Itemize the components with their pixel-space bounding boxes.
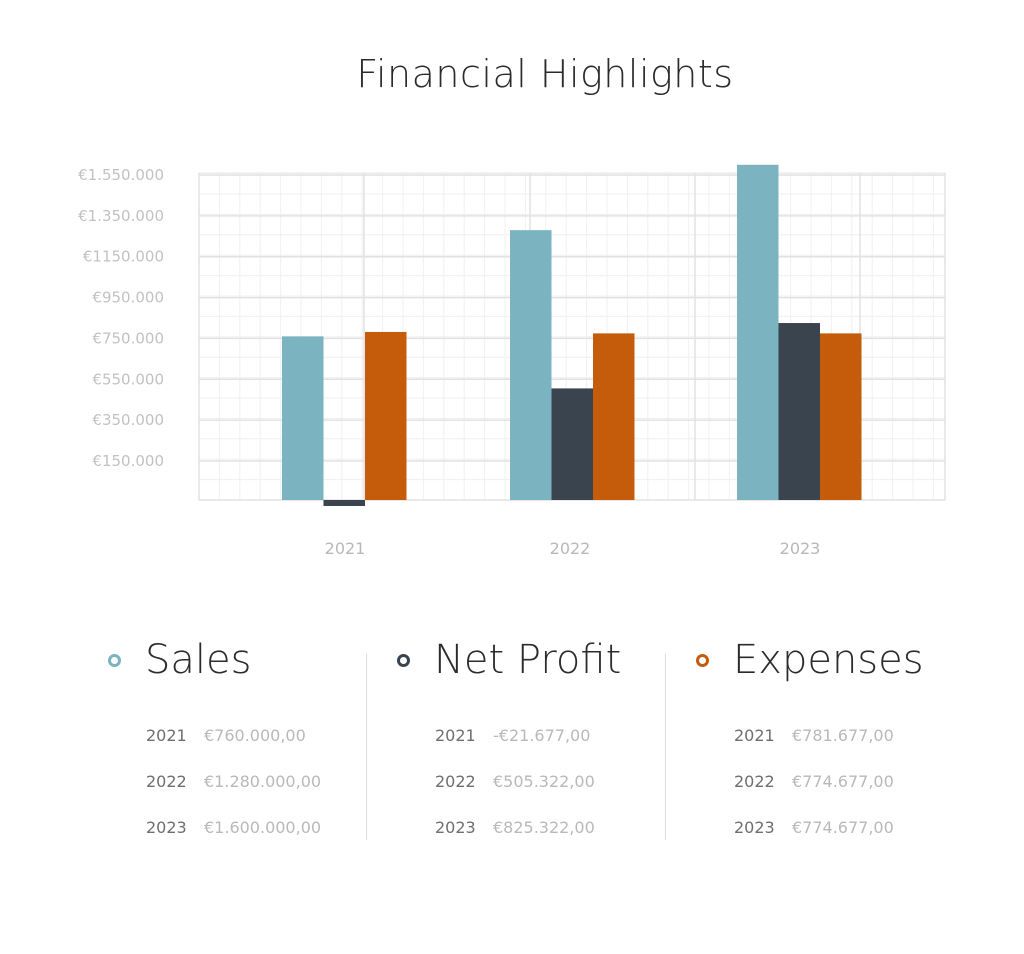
y-tick-label: €550.000 bbox=[92, 370, 164, 388]
legend-row: 2022 €774.677,00 bbox=[734, 758, 924, 804]
legend-year: 2022 bbox=[146, 771, 187, 791]
bar-sales bbox=[282, 336, 324, 500]
legend-value: €825.322,00 bbox=[493, 817, 595, 837]
legend-year: 2023 bbox=[734, 817, 775, 837]
legend-year: 2021 bbox=[146, 725, 187, 745]
net-profit-dot-icon bbox=[397, 653, 410, 667]
legend-row: 2023 €825.322,00 bbox=[435, 804, 621, 850]
legend-row: 2021 €781.677,00 bbox=[734, 712, 924, 758]
bar-chart: €150.000 €350.000 €550.000 €750.000 €950.000… bbox=[78, 164, 946, 558]
y-tick-label: €1.350.000 bbox=[78, 207, 164, 225]
legend-year: 2021 bbox=[734, 725, 775, 745]
x-tick-label: 2021 bbox=[325, 539, 366, 558]
y-tick-label: €1.550.000 bbox=[78, 166, 164, 184]
legend-year: 2023 bbox=[146, 817, 187, 837]
legend-net-profit: Net Profit 2021 -€21.677,00 2022 €505.322,… bbox=[397, 630, 621, 850]
y-tick-label: €950.000 bbox=[92, 289, 164, 307]
legend-value: €774.677,00 bbox=[792, 771, 894, 791]
legend-value: €1.600.000,00 bbox=[204, 817, 322, 837]
legend-year: 2021 bbox=[435, 725, 476, 745]
legend-expenses: Expenses 2021 €781.677,00 2022 €774.677,00… bbox=[696, 630, 924, 850]
legend-divider bbox=[665, 654, 666, 840]
legend-value: €774.677,00 bbox=[792, 817, 894, 837]
legend-divider bbox=[366, 654, 367, 840]
bar-expenses bbox=[820, 333, 862, 500]
y-tick-label: €350.000 bbox=[92, 411, 164, 429]
bar-net-profit bbox=[778, 323, 820, 500]
legend-row: 2023 €774.677,00 bbox=[734, 804, 924, 850]
legend-value: €760.000,00 bbox=[204, 725, 306, 745]
bar-sales bbox=[737, 164, 779, 501]
bar-sales bbox=[510, 230, 552, 500]
legend-year: 2023 bbox=[435, 817, 476, 837]
legend-row: 2021 €760.000,00 bbox=[146, 712, 321, 758]
bar-expenses bbox=[365, 331, 407, 500]
bar-net-profit bbox=[551, 388, 593, 500]
y-tick-label: €750.000 bbox=[92, 329, 164, 347]
legend-value: €505.322,00 bbox=[493, 771, 595, 791]
sales-dot-icon bbox=[108, 653, 121, 667]
legend-net-profit-label: Net Profit bbox=[434, 637, 622, 683]
bar-net-profit bbox=[323, 500, 365, 506]
x-tick-label: 2023 bbox=[780, 539, 821, 558]
legend-value: €1.280.000,00 bbox=[204, 771, 322, 791]
legend-value: €781.677,00 bbox=[792, 725, 894, 745]
legend-row: 2023 €1.600.000,00 bbox=[146, 804, 321, 850]
x-tick-label: 2022 bbox=[550, 539, 591, 558]
legend-row: 2022 €505.322,00 bbox=[435, 758, 621, 804]
legend-sales-label: Sales bbox=[145, 637, 252, 683]
legend-year: 2022 bbox=[734, 771, 775, 791]
legend-year: 2022 bbox=[435, 771, 476, 791]
legend-row: 2021 -€21.677,00 bbox=[435, 712, 621, 758]
bar-expenses bbox=[593, 333, 635, 500]
legend-sales: Sales 2021 €760.000,00 2022 €1.280.000,00 … bbox=[108, 630, 321, 850]
y-tick-label: €1150.000 bbox=[83, 248, 164, 266]
legend-value: -€21.677,00 bbox=[493, 725, 591, 745]
y-tick-label: €150.000 bbox=[92, 452, 164, 470]
legend-row: 2022 €1.280.000,00 bbox=[146, 758, 321, 804]
chart-title: Financial Highlights bbox=[356, 52, 734, 96]
expenses-dot-icon bbox=[696, 653, 709, 667]
legend-expenses-label: Expenses bbox=[733, 637, 924, 683]
